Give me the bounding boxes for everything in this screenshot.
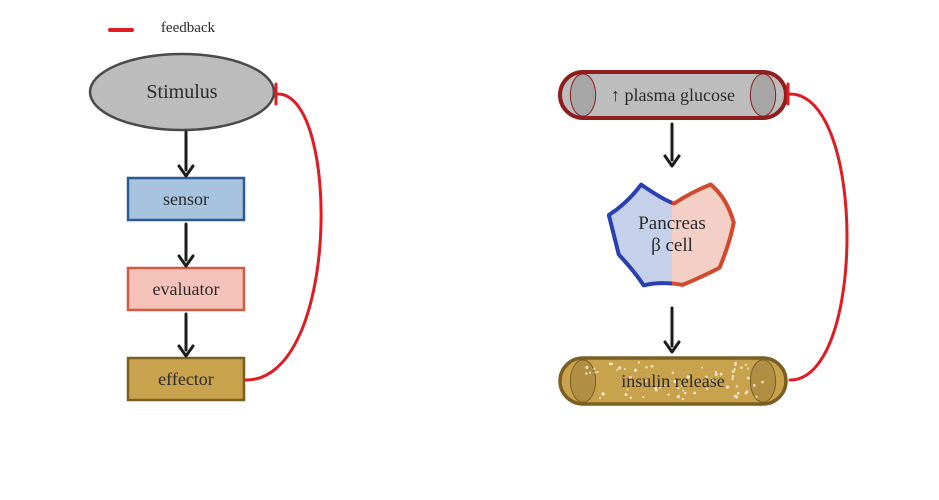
diagram-canvas <box>0 0 939 500</box>
